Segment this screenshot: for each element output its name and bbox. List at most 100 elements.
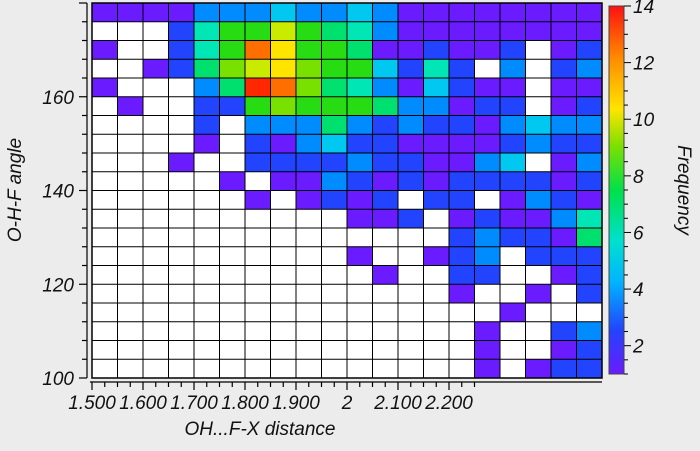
x-axis-label: OH...F-X distance <box>185 419 336 440</box>
heatmap-cell <box>576 284 602 303</box>
heatmap-cell <box>449 21 475 41</box>
x-tick-label: 1.800 <box>221 393 269 414</box>
x-tick-label: 2.200 <box>424 393 473 414</box>
heatmap-cell <box>500 228 526 247</box>
heatmap-cell <box>372 59 398 78</box>
heatmap-cell <box>245 96 271 116</box>
heatmap-cell <box>449 209 475 228</box>
heatmap-cell <box>270 59 296 78</box>
colorbar-tick-label: 6 <box>633 223 644 244</box>
heatmap-cell <box>474 265 500 285</box>
heatmap-cell <box>576 21 602 41</box>
heatmap-cell <box>576 228 602 247</box>
heatmap-cell <box>449 153 475 172</box>
heatmap-cell <box>576 115 602 135</box>
heatmap-cell <box>219 59 245 78</box>
heatmap-cell <box>449 134 475 153</box>
heatmap-cell <box>347 209 373 228</box>
heatmap-cell <box>321 59 347 78</box>
heatmap-cell <box>398 40 424 60</box>
heatmap-cell <box>474 3 500 22</box>
colorbar-tick-label: 14 <box>633 0 654 18</box>
heatmap-cell <box>551 246 577 266</box>
heatmap-cell <box>270 171 296 191</box>
heatmap-cell <box>551 321 577 341</box>
heatmap-cell <box>423 115 449 135</box>
heatmap-cell <box>372 134 398 153</box>
heatmap-cell <box>194 115 220 135</box>
colorbar <box>608 5 625 375</box>
heatmap-cell <box>551 78 577 97</box>
heatmap-cell <box>551 134 577 153</box>
heatmap-cell <box>500 209 526 228</box>
x-tick-label: 1.500 <box>68 393 116 414</box>
heatmap-cell <box>474 96 500 116</box>
heatmap-cell <box>347 3 373 22</box>
heatmap-cell <box>270 78 296 97</box>
heatmap-cell <box>296 21 322 41</box>
y-tick-label: 100 <box>42 369 74 390</box>
heatmap-cell <box>296 153 322 172</box>
heatmap-cell <box>525 359 551 378</box>
heatmap-cell <box>296 134 322 153</box>
colorbar-tick-label: 4 <box>633 280 644 301</box>
x-tick-label: 1.600 <box>119 393 167 414</box>
heatmap-cell <box>398 171 424 191</box>
heatmap-cell <box>372 21 398 41</box>
heatmap-cell <box>500 59 526 78</box>
heatmap-cell <box>398 134 424 153</box>
colorbar-label: Frequency <box>673 145 694 236</box>
heatmap-cell <box>576 96 602 116</box>
heatmap-cell <box>245 3 271 22</box>
y-tick-label: 160 <box>42 88 74 109</box>
heatmap-cell <box>423 96 449 116</box>
heatmap-cell <box>296 3 322 22</box>
heatmap-cell <box>398 59 424 78</box>
heatmap-cell <box>474 78 500 97</box>
heatmap-cell <box>551 96 577 116</box>
heatmap-cell <box>423 59 449 78</box>
heatmap-cell <box>296 40 322 60</box>
heatmap-cell <box>500 303 526 322</box>
heatmap-cell <box>398 21 424 41</box>
heatmap-cell <box>449 171 475 191</box>
heatmap-cell <box>474 359 500 378</box>
heatmap-cell <box>168 21 194 41</box>
heatmap-cell <box>474 246 500 266</box>
heatmap-cell <box>525 284 551 303</box>
heatmap-cell <box>449 96 475 116</box>
heatmap-cell <box>270 21 296 41</box>
heatmap-cell <box>347 21 373 41</box>
heatmap-cell <box>372 40 398 60</box>
heatmap-cell <box>270 115 296 135</box>
heatmap-cell <box>423 171 449 191</box>
heatmap-cell <box>398 78 424 97</box>
heatmap-cell <box>576 190 602 210</box>
heatmap-cell <box>551 59 577 78</box>
heatmap-cell <box>194 134 220 153</box>
heatmap-cell <box>347 171 373 191</box>
heatmap-cell <box>576 78 602 97</box>
heatmap-cell <box>551 40 577 60</box>
heatmap-cell <box>245 153 271 172</box>
heatmap-cell <box>449 115 475 135</box>
heatmap-cell <box>576 359 602 378</box>
heatmap-cell <box>500 115 526 135</box>
heatmap-cell <box>372 78 398 97</box>
heatmap-cell <box>576 171 602 191</box>
heatmap-cell <box>525 171 551 191</box>
heatmap-cell <box>321 171 347 191</box>
heatmap-cell <box>500 3 526 22</box>
heatmap-cell <box>474 21 500 41</box>
heatmap-cell <box>500 21 526 41</box>
heatmap-cell <box>194 40 220 60</box>
heatmap-cell <box>449 3 475 22</box>
heatmap-cell <box>372 209 398 228</box>
y-axis: 100 120 140 160 <box>42 2 88 390</box>
x-tick-label: 1.700 <box>170 393 218 414</box>
heatmap-cell <box>143 59 169 78</box>
heatmap-cell <box>347 134 373 153</box>
x-tick-label: 1.900 <box>272 393 320 414</box>
heatmap-cell <box>347 40 373 60</box>
heatmap-cell <box>245 21 271 41</box>
